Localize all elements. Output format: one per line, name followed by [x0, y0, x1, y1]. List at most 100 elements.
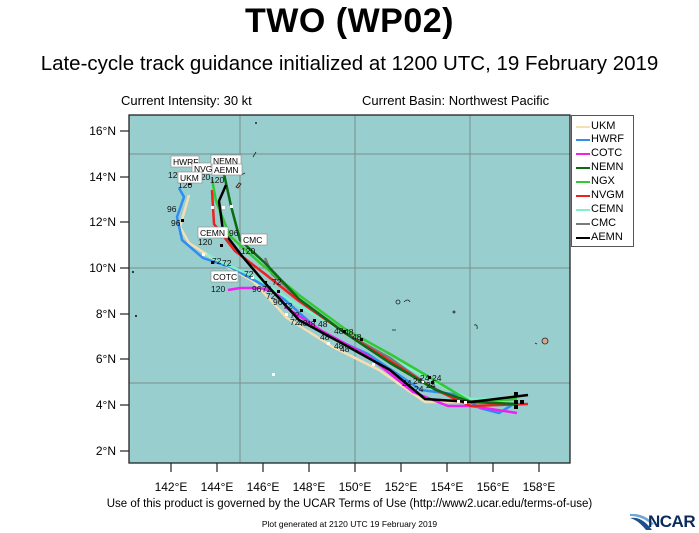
svg-text:72: 72	[244, 269, 254, 279]
plot-generated-text: Plot generated at 2120 UTC 19 February 2…	[261, 519, 438, 529]
svg-text:8°N: 8°N	[96, 307, 116, 321]
map-label-hwrf: HWRF	[173, 157, 199, 167]
svg-text:96: 96	[229, 228, 239, 238]
svg-text:120: 120	[198, 237, 212, 247]
map-label-ukm: UKM	[180, 173, 199, 183]
forecast-hour-labels: 120 120 120 120 96 96 120 96 120 72 72 1…	[167, 170, 442, 394]
line-swatch-icon	[576, 236, 590, 239]
svg-text:72: 72	[262, 284, 272, 294]
ncar-logo: NCAR	[628, 510, 696, 532]
svg-text:120: 120	[210, 175, 224, 185]
svg-text:72: 72	[272, 277, 282, 287]
line-swatch-icon	[576, 180, 590, 183]
model-name-boxes: HWRF NVG NEMN AEMN UKM CEMN CMC COTC	[170, 154, 268, 283]
map-label-cotc: COTC	[213, 272, 237, 282]
legend-item-cotc: COTC	[576, 147, 622, 160]
map-label-cmc: CMC	[243, 235, 262, 245]
legend: UKM HWRF COTC NEMN NGX NVGM CEMN CMC AEM…	[571, 115, 634, 247]
line-swatch-icon	[576, 138, 590, 141]
svg-text:72: 72	[222, 258, 232, 268]
svg-text:10°N: 10°N	[89, 261, 116, 275]
svg-text:24: 24	[432, 373, 442, 383]
svg-text:96: 96	[171, 218, 181, 228]
track-aemn	[217, 184, 529, 404]
line-swatch-icon	[576, 152, 590, 155]
map-label-cemn: CEMN	[200, 228, 225, 238]
svg-text:142°E: 142°E	[155, 480, 188, 494]
svg-text:72: 72	[283, 301, 293, 311]
svg-text:48: 48	[306, 319, 316, 329]
svg-text:158°E: 158°E	[523, 480, 556, 494]
legend-item-ukm: UKM	[576, 120, 615, 133]
svg-text:144°E: 144°E	[201, 480, 234, 494]
map-label-aemn: AEMN	[214, 165, 239, 175]
line-swatch-icon	[576, 208, 590, 211]
legend-item-ngx: NGX	[576, 175, 615, 188]
svg-text:24: 24	[426, 380, 436, 390]
svg-text:24: 24	[413, 376, 423, 386]
svg-text:96: 96	[252, 284, 262, 294]
forecast-markers	[202, 205, 467, 404]
svg-text:16°N: 16°N	[89, 124, 116, 138]
svg-text:120: 120	[241, 246, 255, 256]
svg-text:96: 96	[167, 204, 177, 214]
track-ngx	[210, 178, 518, 404]
svg-text:48: 48	[298, 318, 308, 328]
svg-text:120: 120	[211, 284, 225, 294]
svg-text:48: 48	[344, 327, 354, 337]
track-nemn	[222, 173, 518, 406]
svg-text:24: 24	[414, 384, 424, 394]
current-intensity: Current Intensity: 30 kt	[121, 93, 252, 108]
terms-of-use-text: Use of this product is governed by the U…	[106, 498, 593, 510]
svg-text:4°N: 4°N	[96, 398, 116, 412]
map-label-nvg: NVG	[194, 164, 212, 174]
page-subtitle: Late-cycle track guidance initialized at…	[40, 52, 659, 75]
svg-text:48: 48	[334, 341, 344, 351]
svg-text:6°N: 6°N	[96, 352, 116, 366]
plot-border	[128, 114, 571, 464]
svg-text:48: 48	[320, 332, 330, 342]
svg-text:72: 72	[212, 256, 222, 266]
legend-item-nemn: NEMN	[576, 161, 623, 174]
line-swatch-icon	[576, 125, 590, 128]
current-basin: Current Basin: Northwest Pacific	[362, 93, 550, 108]
svg-text:48: 48	[318, 319, 328, 329]
legend-item-hwrf: HWRF	[576, 133, 624, 146]
legend-item-aemn: AEMN	[576, 231, 623, 244]
axis-ticks	[120, 130, 540, 472]
svg-text:156°E: 156°E	[477, 480, 510, 494]
svg-text:24: 24	[402, 378, 412, 388]
legend-item-cmc: CMC	[576, 217, 616, 230]
svg-text:120: 120	[178, 180, 192, 190]
svg-text:150°E: 150°E	[339, 480, 372, 494]
svg-text:2°N: 2°N	[96, 444, 116, 458]
legend-item-cemn: CEMN	[576, 203, 623, 216]
svg-text:48: 48	[340, 344, 350, 354]
svg-text:24: 24	[420, 373, 430, 383]
svg-text:154°E: 154°E	[431, 480, 464, 494]
svg-text:12°N: 12°N	[89, 215, 116, 229]
svg-text:48: 48	[334, 326, 344, 336]
ncar-swoosh-icon	[630, 513, 654, 530]
map-label-nemn: NEMN	[213, 156, 238, 166]
svg-text:72: 72	[266, 291, 276, 301]
gridlines	[129, 115, 570, 463]
line-swatch-icon	[576, 222, 590, 225]
svg-text:146°E: 146°E	[247, 480, 280, 494]
svg-text:72: 72	[290, 317, 300, 327]
svg-text:120: 120	[168, 170, 182, 180]
svg-text:148°E: 148°E	[293, 480, 326, 494]
lon-tick-labels: 142°E 144°E 146°E 148°E 150°E 152°E 154°…	[155, 480, 556, 494]
svg-text:152°E: 152°E	[385, 480, 418, 494]
line-swatch-icon	[576, 194, 590, 197]
legend-item-nvgm: NVGM	[576, 189, 624, 202]
islands	[131, 122, 549, 345]
line-swatch-icon	[576, 166, 590, 169]
track-cotc	[227, 286, 518, 415]
page-title: TWO (WP02)	[245, 2, 454, 40]
svg-text:120: 120	[196, 172, 210, 182]
lat-tick-labels: 16°N 14°N 12°N 10°N 8°N 6°N 4°N 2°N	[89, 124, 116, 458]
svg-text:72: 72	[290, 310, 300, 320]
svg-text:96: 96	[273, 297, 283, 307]
